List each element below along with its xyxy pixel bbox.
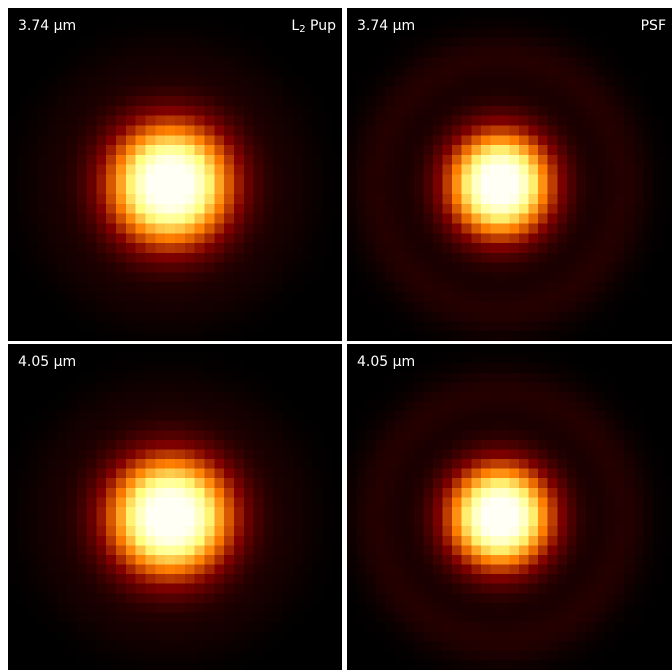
object-label: L2 Pup xyxy=(291,18,336,35)
panel-l2pup-3p74: 3.74 µm L2 Pup xyxy=(8,8,342,341)
wavelength-label: 4.05 µm xyxy=(357,354,416,370)
object-label: PSF xyxy=(640,18,666,34)
panel-l2pup-4p05: 4.05 µm xyxy=(8,344,342,670)
panel-psf-3p74: 3.74 µm PSF xyxy=(347,8,672,341)
image-l2pup-3p74 xyxy=(8,8,342,341)
image-psf-4p05 xyxy=(347,344,672,670)
wavelength-label: 3.74 µm xyxy=(18,18,77,34)
panel-psf-4p05: 4.05 µm xyxy=(347,344,672,670)
image-psf-3p74 xyxy=(347,8,672,341)
image-l2pup-4p05 xyxy=(8,344,342,670)
wavelength-label: 3.74 µm xyxy=(357,18,416,34)
wavelength-label: 4.05 µm xyxy=(18,354,77,370)
